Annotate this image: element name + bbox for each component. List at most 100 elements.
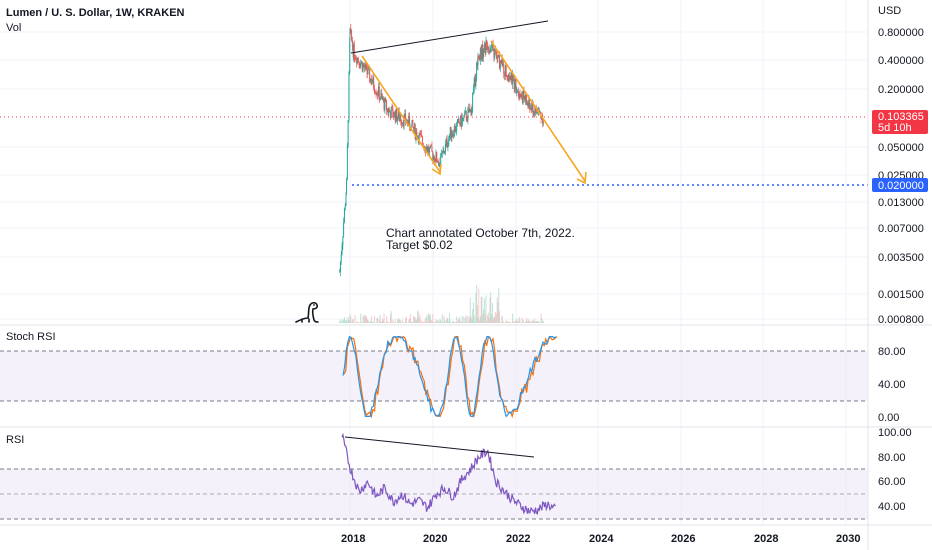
volume-bar xyxy=(406,322,408,323)
volume-bar xyxy=(421,322,423,323)
volume-bar xyxy=(468,320,470,323)
price-tick: 0.001500 xyxy=(878,289,924,301)
volume-bar xyxy=(418,317,420,323)
candle-body xyxy=(359,64,361,68)
volume-bar xyxy=(413,316,415,323)
candle-body xyxy=(363,64,365,68)
volume-bar xyxy=(518,317,520,323)
volume-bar xyxy=(409,313,411,323)
candle-body xyxy=(388,110,390,114)
volume-bar xyxy=(432,313,434,323)
candle-body xyxy=(499,60,501,69)
volume-bar xyxy=(505,320,507,323)
candle-body xyxy=(517,90,519,96)
volume-bar xyxy=(349,313,351,323)
volume-bar xyxy=(399,320,401,323)
candle-body xyxy=(372,77,374,84)
volume-bar xyxy=(512,313,514,323)
volume-bar xyxy=(342,321,344,323)
candle-body xyxy=(484,44,486,53)
candle-body xyxy=(407,120,409,125)
candle-body xyxy=(377,93,379,96)
price-tick: 0.800000 xyxy=(878,27,924,39)
volume-bar xyxy=(389,313,391,323)
volume-bar xyxy=(542,320,544,323)
candle-body xyxy=(396,108,398,122)
volume-bar xyxy=(385,315,387,323)
candle-body xyxy=(378,86,380,101)
candle-body xyxy=(529,98,531,108)
candle-body xyxy=(356,57,358,64)
candle-body xyxy=(441,153,443,154)
candle-body xyxy=(437,161,439,163)
candle-body xyxy=(501,58,503,66)
candle-body xyxy=(448,138,450,146)
candle-body xyxy=(525,94,527,105)
volume-bar xyxy=(511,322,513,323)
volume-bar xyxy=(384,322,386,323)
candle-body xyxy=(475,77,477,86)
volume-bar xyxy=(502,320,504,323)
volume-bar xyxy=(417,310,419,323)
candle-body xyxy=(422,143,424,148)
volume-bar xyxy=(440,320,442,323)
candle-body xyxy=(465,111,467,120)
volume-bar xyxy=(441,322,443,323)
candle-body xyxy=(391,107,393,109)
volume-bar xyxy=(351,319,353,323)
volume-bar xyxy=(425,317,427,323)
candle-body xyxy=(375,93,377,95)
volume-bar xyxy=(350,316,352,323)
candle-body xyxy=(413,124,415,130)
candle-body xyxy=(508,75,510,80)
candle-body xyxy=(533,112,535,116)
price-trendline xyxy=(350,20,549,54)
x-tick: 2026 xyxy=(671,533,695,545)
candle-body xyxy=(395,108,397,122)
price-axis: USD 0.800000 0.400000 0.200000 0.050000 … xyxy=(878,5,924,326)
volume-bar xyxy=(366,319,368,323)
volume-bar xyxy=(415,320,417,323)
candle-body xyxy=(400,118,402,123)
price-tick: 0.050000 xyxy=(878,142,924,154)
volume-bar xyxy=(352,319,354,323)
price-tick: 0.200000 xyxy=(878,84,924,96)
candle-body xyxy=(494,50,496,58)
volume-bar xyxy=(468,317,470,323)
candle-body xyxy=(420,133,422,135)
volume-bar xyxy=(536,321,538,323)
candle-body xyxy=(479,48,481,61)
volume-bar xyxy=(453,321,455,323)
volume-bar xyxy=(455,321,457,323)
candle-body xyxy=(516,91,518,93)
volume-bar xyxy=(471,319,473,323)
candle-body xyxy=(528,98,530,107)
svg-text:0.103365: 0.103365 xyxy=(878,111,924,123)
candle-body xyxy=(362,64,364,72)
volume-bar xyxy=(364,315,366,323)
volume-bar xyxy=(403,322,405,323)
volume-bar xyxy=(448,321,450,323)
volume-bar xyxy=(476,284,478,323)
candle-body xyxy=(406,120,408,124)
volume-bar xyxy=(394,319,396,323)
candle-body xyxy=(408,115,410,125)
volume-bar xyxy=(345,319,347,323)
annotation-line1: Chart annotated October 7th, 2022. xyxy=(386,226,575,240)
arrow-down-2 xyxy=(490,40,587,185)
candle-body xyxy=(454,126,456,132)
volume-bar xyxy=(516,318,518,323)
volume-bar xyxy=(469,297,471,323)
candle-body xyxy=(392,108,394,117)
candle-body xyxy=(431,146,433,152)
candle-body xyxy=(529,107,531,110)
volume-bar xyxy=(537,320,539,323)
candle-body xyxy=(341,245,343,255)
volume-bar xyxy=(498,288,500,323)
volume-bar xyxy=(495,313,497,323)
candle-body xyxy=(487,47,489,50)
volume-bar xyxy=(372,321,374,323)
volume-bar xyxy=(488,317,490,323)
candle-body xyxy=(463,115,465,118)
candle-body xyxy=(390,107,392,119)
